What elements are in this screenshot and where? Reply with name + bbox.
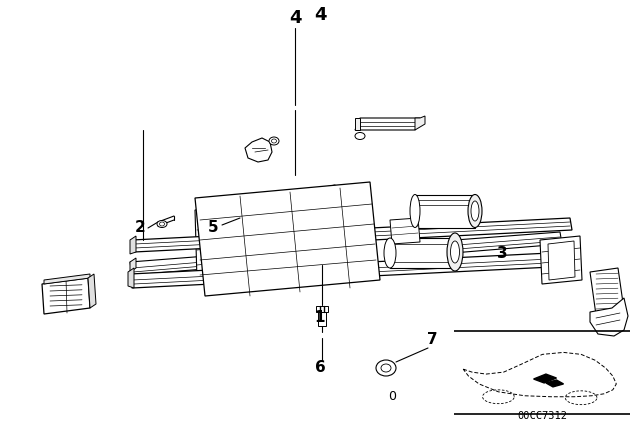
Text: 3: 3	[497, 246, 508, 260]
Ellipse shape	[384, 238, 396, 268]
Text: 4: 4	[314, 6, 326, 24]
Polygon shape	[130, 252, 572, 288]
Ellipse shape	[471, 201, 479, 221]
Polygon shape	[415, 195, 475, 228]
Polygon shape	[130, 248, 312, 275]
Ellipse shape	[468, 194, 482, 228]
Polygon shape	[44, 274, 90, 284]
Ellipse shape	[381, 364, 391, 372]
Polygon shape	[390, 218, 420, 244]
Polygon shape	[390, 232, 562, 258]
Polygon shape	[548, 241, 575, 280]
Text: 2: 2	[134, 220, 145, 236]
Text: 0: 0	[388, 389, 396, 402]
Polygon shape	[318, 310, 326, 326]
Text: 00CC7312: 00CC7312	[517, 411, 568, 422]
Polygon shape	[540, 236, 582, 284]
Polygon shape	[42, 278, 90, 314]
Polygon shape	[128, 268, 134, 288]
Polygon shape	[245, 138, 272, 162]
Polygon shape	[195, 182, 380, 296]
Polygon shape	[590, 298, 628, 336]
Ellipse shape	[447, 233, 463, 271]
Polygon shape	[534, 374, 557, 383]
Polygon shape	[130, 236, 136, 254]
Polygon shape	[88, 274, 96, 308]
Polygon shape	[316, 306, 328, 312]
Text: 6: 6	[315, 361, 325, 375]
Ellipse shape	[451, 241, 460, 263]
Text: 7: 7	[427, 332, 437, 348]
Polygon shape	[390, 238, 455, 268]
Ellipse shape	[410, 194, 420, 228]
Polygon shape	[590, 268, 624, 315]
Ellipse shape	[355, 133, 365, 139]
Polygon shape	[546, 380, 564, 387]
Polygon shape	[355, 118, 360, 130]
Ellipse shape	[271, 139, 276, 143]
Ellipse shape	[159, 222, 164, 226]
Polygon shape	[195, 208, 220, 280]
Polygon shape	[355, 118, 420, 130]
Ellipse shape	[269, 137, 279, 145]
Ellipse shape	[157, 220, 167, 228]
Polygon shape	[130, 258, 136, 272]
Text: 1: 1	[315, 310, 325, 326]
Polygon shape	[415, 116, 425, 130]
Text: 4: 4	[289, 9, 301, 27]
Polygon shape	[300, 198, 325, 270]
Polygon shape	[215, 185, 340, 220]
Ellipse shape	[376, 360, 396, 376]
Polygon shape	[132, 218, 572, 252]
Text: 5: 5	[207, 220, 218, 236]
